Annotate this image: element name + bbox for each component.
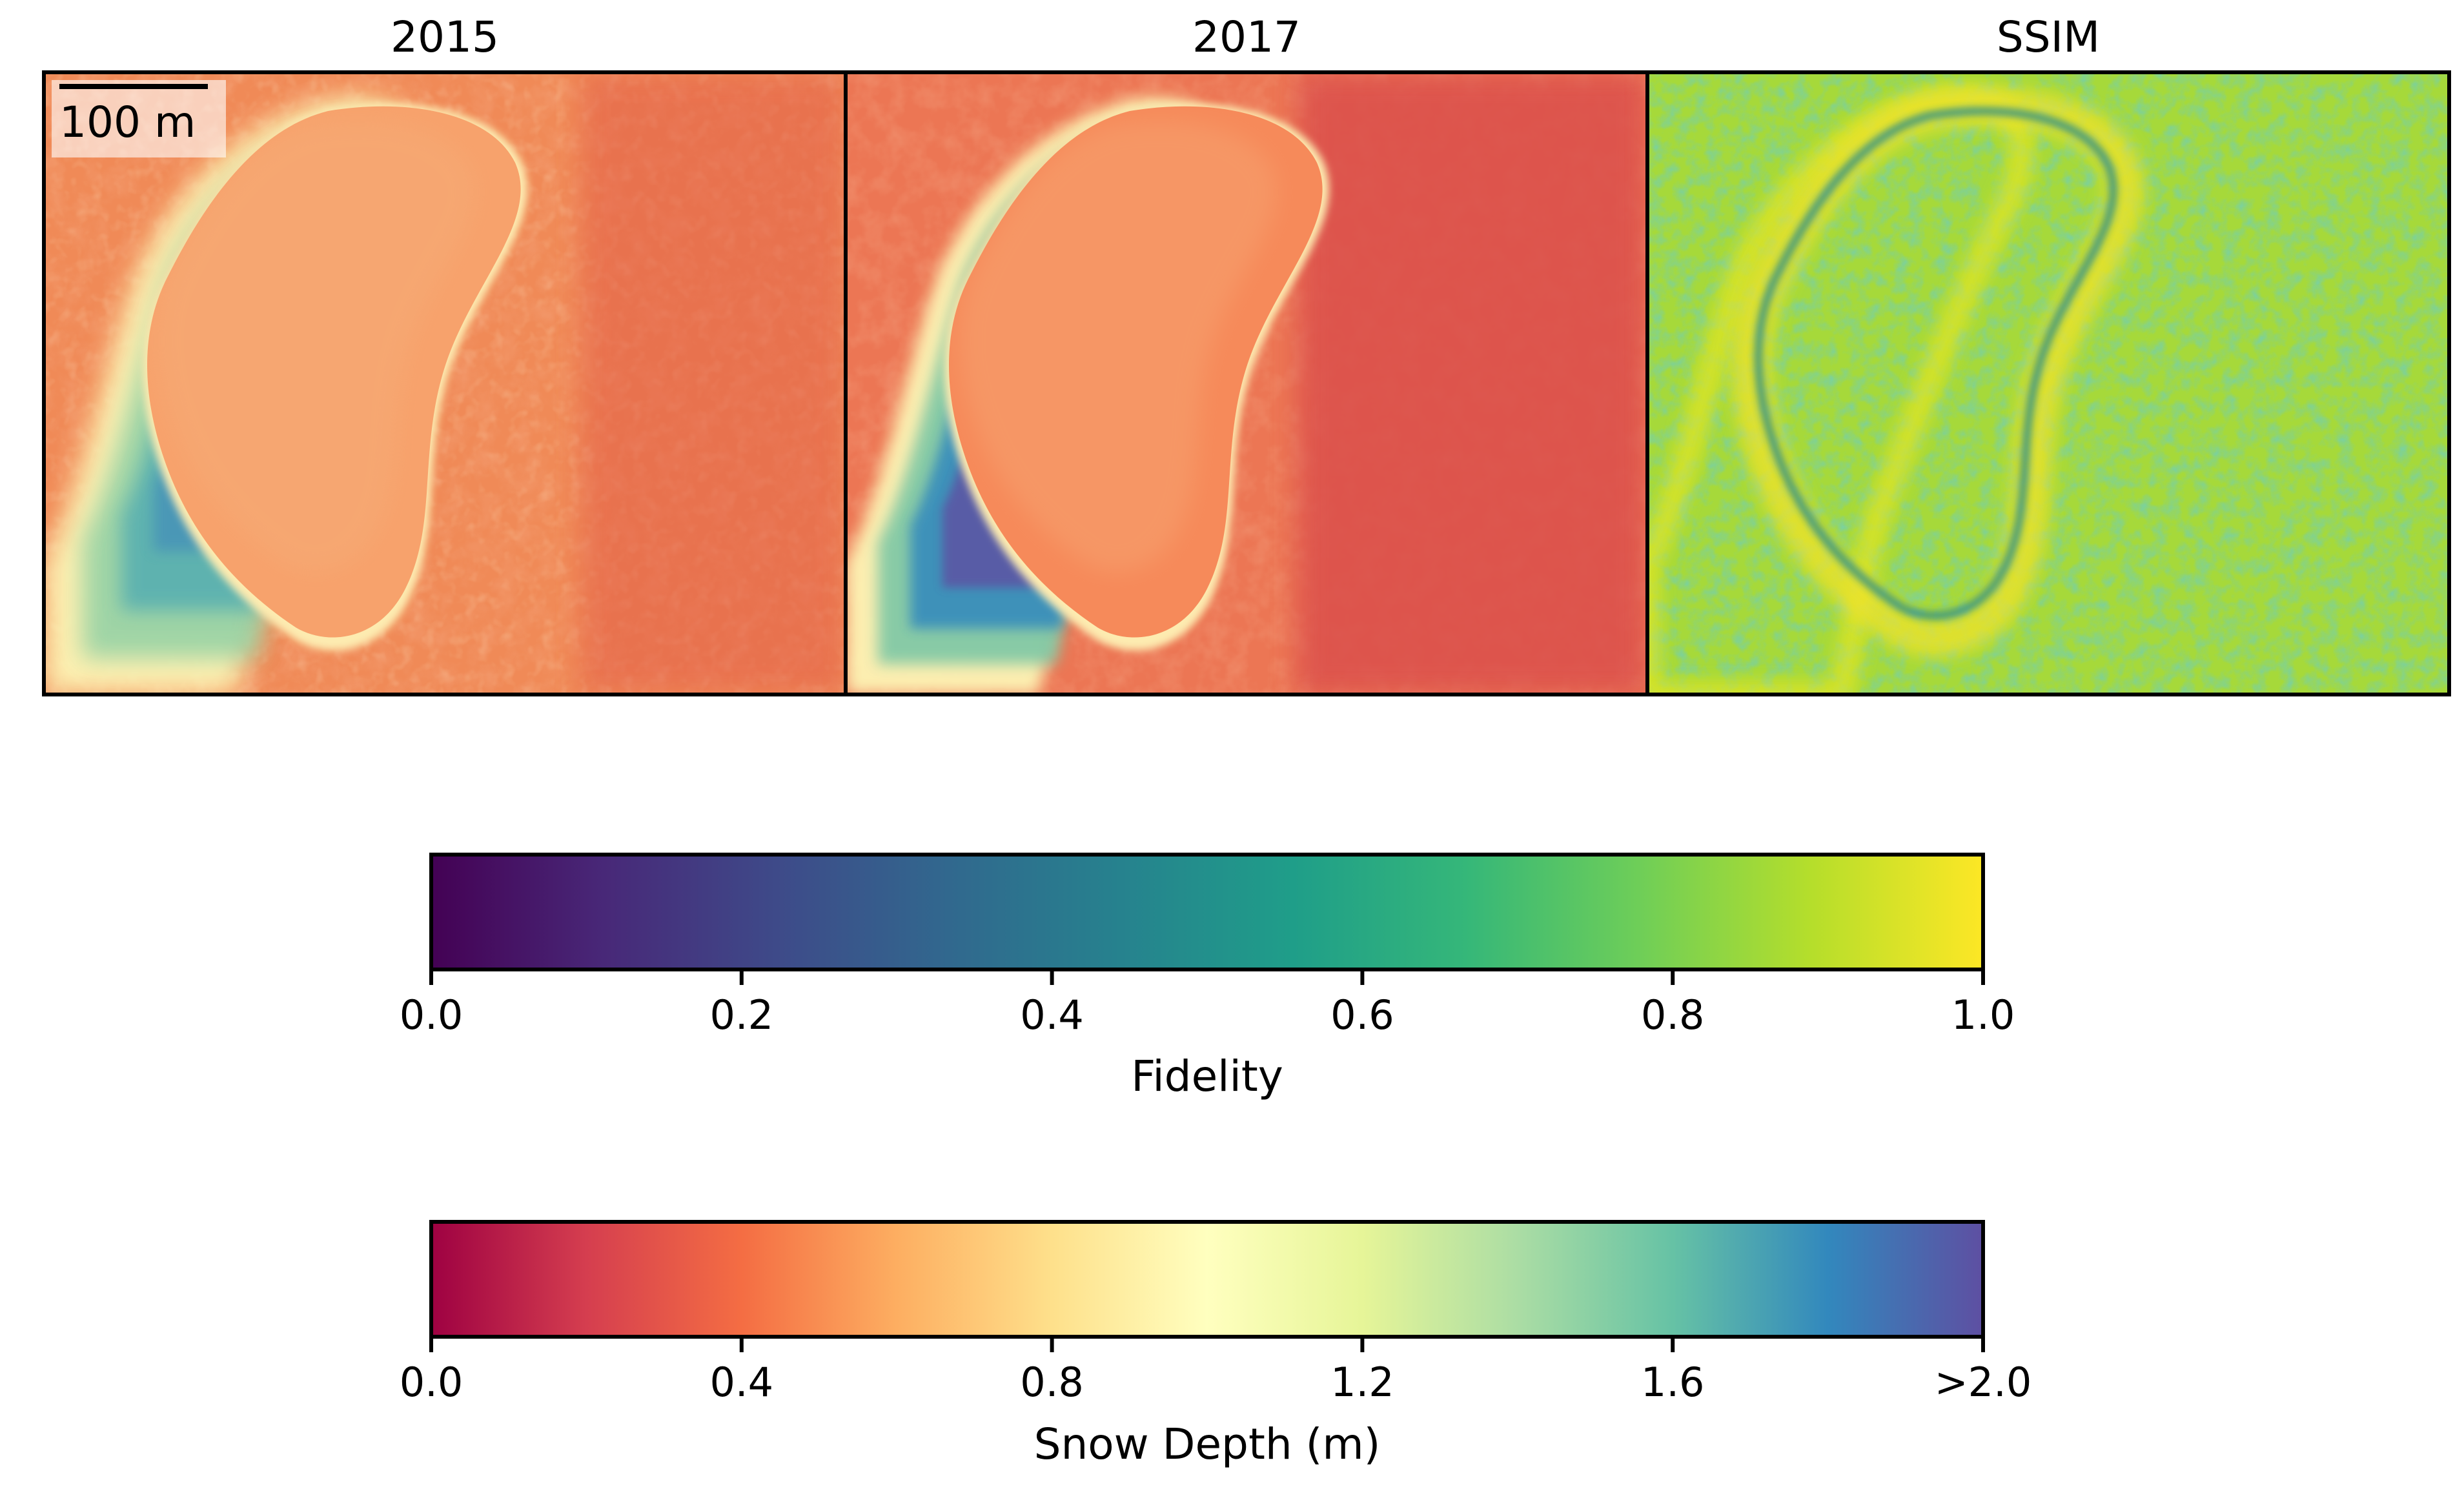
- colorbar-snow-depth-tick-label: 0.8: [1020, 1359, 1084, 1406]
- scale-bar-label: 100 m: [59, 97, 196, 147]
- panel-title-ssim: SSIM: [1997, 12, 2100, 62]
- panel-2017: 2017: [844, 12, 1649, 696]
- panel-frame-ssim: [1645, 70, 2451, 696]
- colorbar-snow-depth-tick-label: 0.0: [400, 1359, 463, 1406]
- colorbar-fidelity-tick-label: 0.8: [1641, 991, 1705, 1039]
- colorbar-fidelity-tick-label: 0.6: [1330, 991, 1394, 1039]
- panel-title-2017: 2017: [1192, 12, 1301, 62]
- colorbar-fidelity-tick-label: 0.2: [709, 991, 773, 1039]
- colorbar-snow-depth-tick-label: 1.6: [1641, 1359, 1705, 1406]
- scale-bar: 100 m: [52, 80, 226, 157]
- colorbar-fidelity-ticks: 0.0 0.2 0.4 0.6 0.8 1.0: [400, 969, 2015, 1039]
- colorbar-snow-depth-tick-label: 0.4: [709, 1359, 773, 1406]
- colorbar-snow-depth-tick-label: >2.0: [1935, 1359, 2032, 1406]
- colorbar-fidelity-label: Fidelity: [1131, 1051, 1283, 1101]
- panel-title-2015: 2015: [391, 12, 499, 62]
- panel-2015: 2015 100 m: [42, 12, 848, 696]
- colorbar-fidelity-tick-label: 0.0: [400, 991, 463, 1039]
- colorbar-fidelity: 0.0 0.2 0.4 0.6 0.8 1.0 Fidelity: [400, 853, 2015, 1101]
- colorbar-snow-depth: 0.0 0.4 0.8 1.2 1.6 >2.0 Snow Depth (m): [400, 1220, 2032, 1469]
- colorbar-snow-depth-label: Snow Depth (m): [1034, 1419, 1381, 1469]
- colorbar-fidelity-tick-label: 0.4: [1020, 991, 1084, 1039]
- colorbar-fidelity-tick-label: 1.0: [1951, 991, 2015, 1039]
- colorbar-fidelity-gradient: [429, 853, 1985, 971]
- colorbar-snow-depth-tick-label: 1.2: [1330, 1359, 1394, 1406]
- colorbar-snow-depth-ticks: 0.0 0.4 0.8 1.2 1.6 >2.0: [400, 1337, 2032, 1406]
- panel-ssim: SSIM: [1645, 12, 2451, 696]
- colorbar-snow-depth-gradient: [429, 1220, 1985, 1339]
